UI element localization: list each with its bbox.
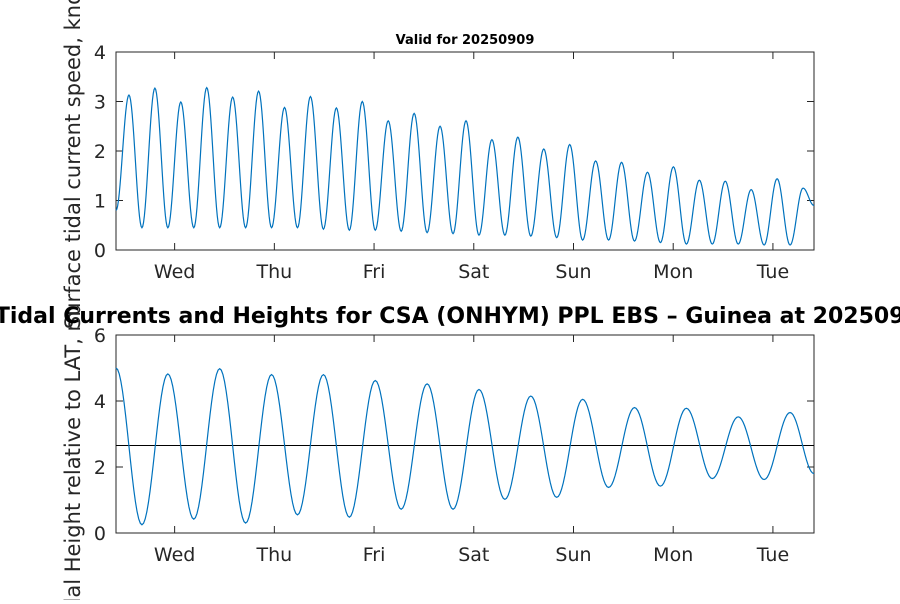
tidal-height-xtick-label: Sat (458, 544, 489, 566)
tidal-height-xtick-label: Wed (154, 544, 195, 566)
tidal-height-xtick-label: Thu (255, 544, 292, 566)
current-speed-ytick-label: 2 (94, 141, 106, 163)
tidal-height-ytick-label: 0 (94, 523, 106, 545)
tidal-height-ytick-label: 2 (94, 457, 106, 479)
current-speed-xtick-label: Tue (756, 261, 789, 283)
current-speed-xtick-label: Thu (255, 261, 292, 283)
current-speed-xtick-label: Fri (363, 261, 386, 283)
tidal-height-ytick-label: 6 (94, 325, 106, 347)
current-speed-yticks: 0 1 2 3 4 (94, 42, 814, 262)
tidal-height-xticks: Wed Thu Fri Sat Sun Mon Tue (154, 335, 789, 566)
tidal-height-ytick-label: 4 (94, 391, 106, 413)
tidal-height-ylabel: Tidal Height relative to LAT, m (61, 311, 85, 600)
tidal-height-xtick-label: Mon (653, 544, 693, 566)
tidal-height-xtick-label: Fri (363, 544, 386, 566)
tidal-height-xtick-label: Sun (555, 544, 591, 566)
current-speed-title: Valid for 20250909 (396, 33, 535, 48)
current-speed-panel: 0 1 2 3 4 Wed Thu Fri Sat Sun Mon Tue Valid for 20… (61, 0, 815, 329)
current-speed-xtick-label: Sun (555, 261, 591, 283)
current-speed-axes-box (115, 51, 815, 251)
tidal-height-xtick-label: Tue (756, 544, 789, 566)
current-speed-ytick-label: 4 (94, 42, 106, 64)
current-speed-ytick-label: 0 (94, 240, 106, 262)
figure-main-title: Tidal Currents and Heights for CSA (ONHY… (0, 304, 900, 329)
current-speed-xtick-label: Mon (653, 261, 693, 283)
current-speed-ytick-label: 1 (94, 191, 106, 213)
current-speed-xticks: Wed Thu Fri Sat Sun Mon Tue (154, 52, 789, 283)
tidal-height-panel: 0 2 4 6 Wed Thu Fri Sat Sun Mon Tue Tidal Height … (61, 311, 815, 604)
tidal-height-series-line (115, 367, 815, 526)
current-speed-xtick-label: Sat (458, 261, 489, 283)
current-speed-ytick-label: 3 (94, 92, 106, 114)
current-speed-series-line (115, 86, 815, 246)
tidal-height-axes-box (115, 334, 815, 534)
tidal-height-yticks: 0 2 4 6 (94, 325, 814, 545)
current-speed-ylabel: Surface tidal current speed, knots (61, 0, 85, 329)
current-speed-xtick-label: Wed (154, 261, 195, 283)
